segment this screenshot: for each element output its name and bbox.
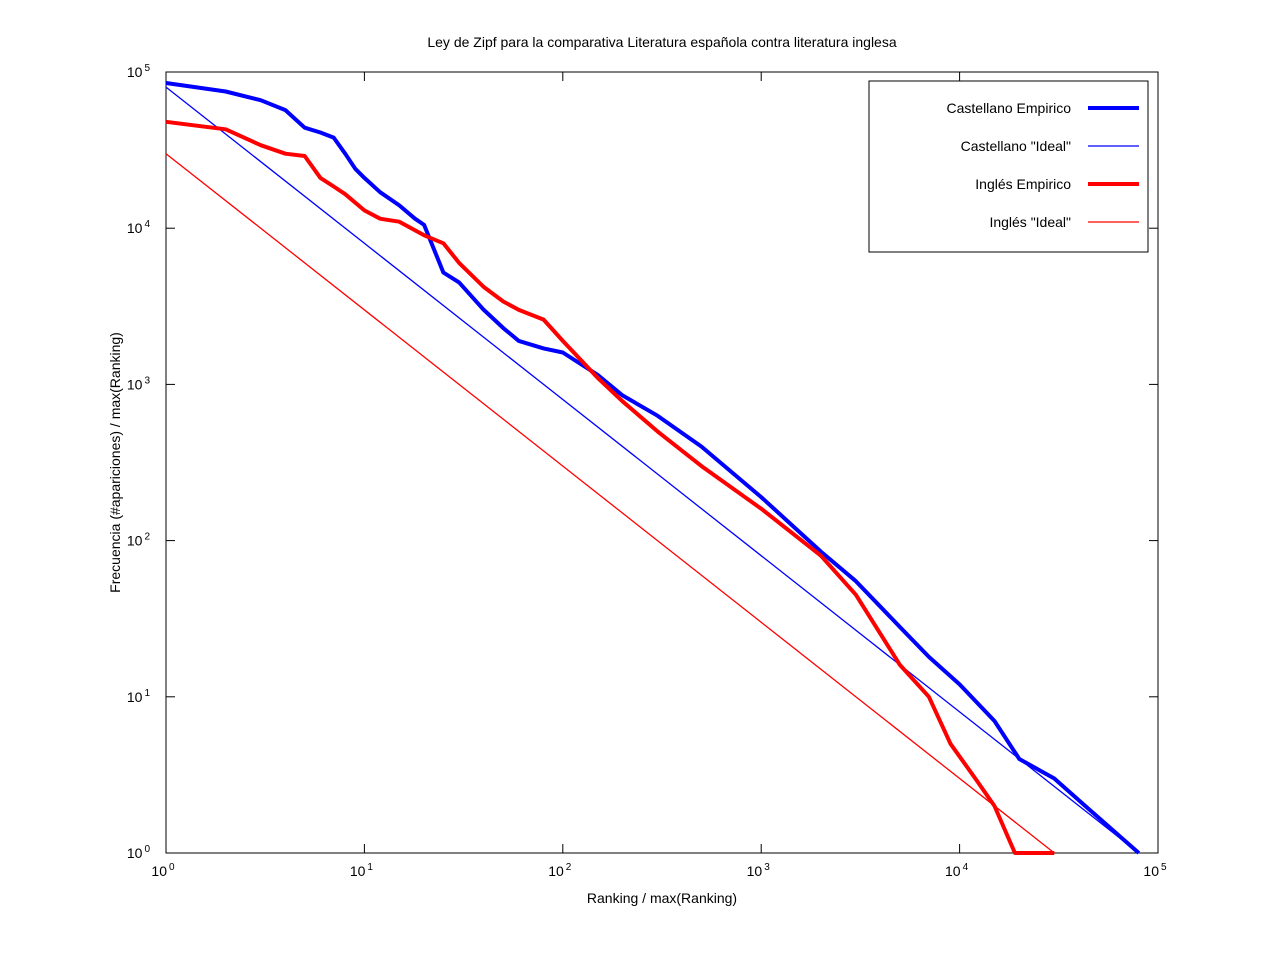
y-tick-exponent: 5 (144, 63, 150, 74)
y-tick-exponent: 1 (144, 688, 150, 699)
x-tick-exponent: 2 (566, 862, 572, 873)
legend-label: Castellano Empirico (947, 100, 1072, 116)
y-axis-label: Frecuencia (#apariciones) / max(Ranking) (107, 332, 123, 593)
chart-title: Ley de Zipf para la comparativa Literatu… (427, 34, 896, 50)
y-tick-base: 10 (127, 376, 143, 392)
axis-ticks: 10 0 10 1 10 2 10 3 10 4 10 510 010 110 210 310 410 5 (127, 63, 1167, 879)
series-line-1 (165, 81, 1141, 855)
series-line-4 (165, 153, 1055, 854)
x-tick-base: 10 (945, 863, 961, 879)
y-tick-base: 10 (127, 220, 143, 236)
x-tick-label: 10 5 (1143, 862, 1167, 879)
y-tick-label: 10 4 (127, 219, 151, 236)
y-tick-exponent: 2 (144, 532, 150, 543)
x-tick-exponent: 4 (963, 862, 969, 873)
y-tick-exponent: 4 (144, 219, 150, 230)
x-tick-base: 10 (747, 863, 763, 879)
y-tick-label: 10 2 (127, 532, 151, 549)
series-layer (165, 81, 1141, 855)
y-tick-label: 10 1 (127, 688, 151, 705)
legend: Castellano Empirico Castellano "Ideal" Ing… (868, 80, 1149, 253)
x-tick-base: 10 (151, 863, 167, 879)
y-tick-label: 10 5 (127, 63, 151, 80)
legend-label: Inglés "Ideal" (989, 214, 1071, 230)
legend-label: Castellano "Ideal" (961, 138, 1071, 154)
y-tick-base: 10 (127, 845, 143, 861)
y-tick-exponent: 3 (144, 375, 150, 386)
y-tick-base: 10 (127, 689, 143, 705)
y-tick-label: 10 0 (127, 844, 151, 861)
y-tick-label: 10 3 (127, 375, 151, 392)
x-tick-exponent: 3 (764, 862, 770, 873)
x-tick-label: 10 3 (747, 862, 771, 879)
x-tick-label: 10 1 (350, 862, 374, 879)
plot-frame (165, 71, 1159, 854)
y-tick-base: 10 (127, 64, 143, 80)
x-tick-base: 10 (350, 863, 366, 879)
x-tick-base: 10 (548, 863, 564, 879)
y-tick-base: 10 (127, 533, 143, 549)
x-tick-label: 10 2 (548, 862, 572, 879)
legend-label: Inglés Empirico (975, 176, 1071, 192)
x-tick-label: 10 0 (151, 862, 175, 879)
y-tick-exponent: 0 (144, 844, 150, 855)
x-tick-base: 10 (1143, 863, 1159, 879)
x-tick-label: 10 4 (945, 862, 969, 879)
x-tick-exponent: 0 (169, 862, 175, 873)
series-line-3 (165, 119, 1055, 855)
x-tick-exponent: 5 (1161, 862, 1167, 873)
series-line-2 (165, 86, 1140, 854)
x-tick-exponent: 1 (367, 862, 373, 873)
x-axis-label: Ranking / max(Ranking) (587, 890, 737, 906)
